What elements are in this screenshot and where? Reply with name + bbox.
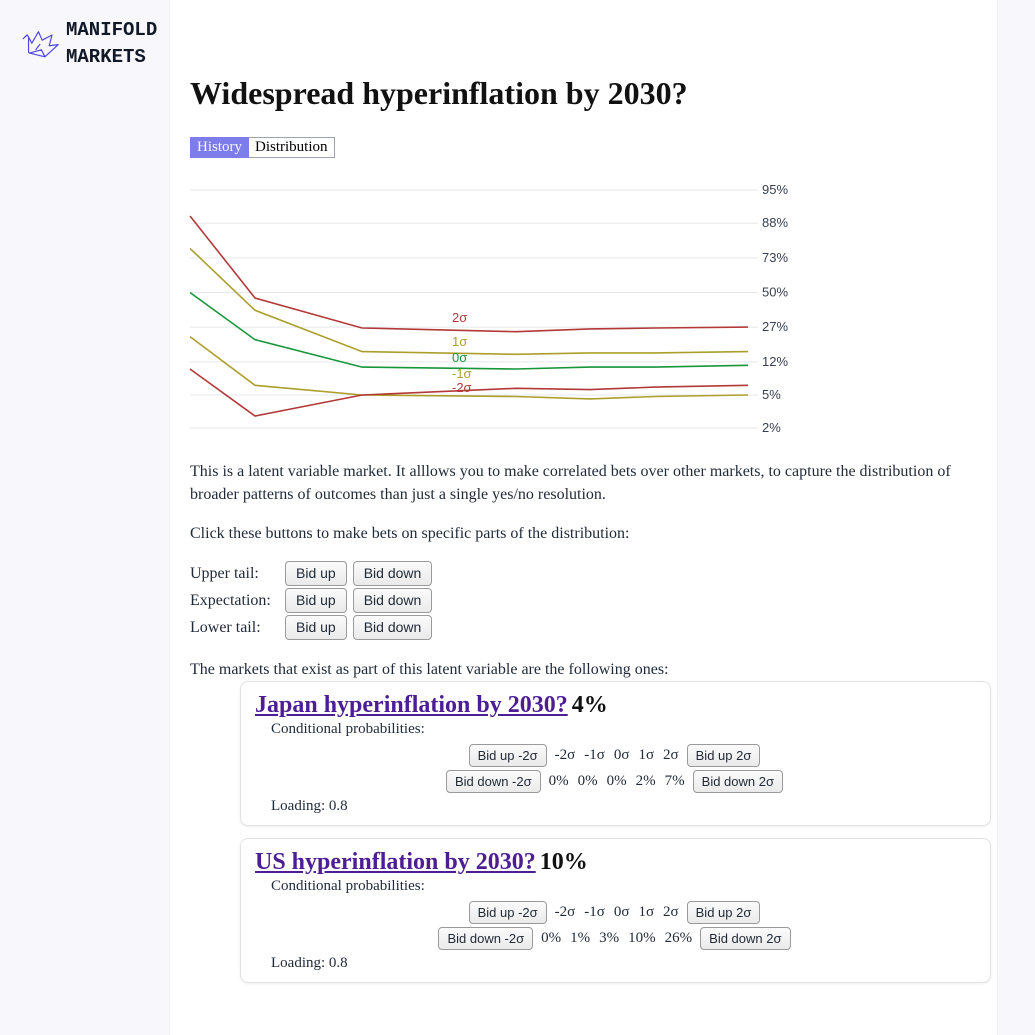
svg-text:2%: 2% — [762, 420, 781, 435]
svg-text:95%: 95% — [762, 182, 788, 197]
svg-text:50%: 50% — [762, 285, 788, 300]
svg-text:-1σ: -1σ — [452, 366, 472, 381]
svg-text:-2σ: -2σ — [452, 380, 472, 395]
svg-text:88%: 88% — [762, 215, 788, 230]
svg-text:12%: 12% — [762, 354, 788, 369]
svg-text:73%: 73% — [762, 250, 788, 265]
svg-text:0σ: 0σ — [452, 350, 467, 365]
svg-text:5%: 5% — [762, 387, 781, 402]
svg-text:27%: 27% — [762, 319, 788, 334]
svg-text:1σ: 1σ — [452, 334, 467, 349]
svg-text:2σ: 2σ — [452, 310, 467, 325]
